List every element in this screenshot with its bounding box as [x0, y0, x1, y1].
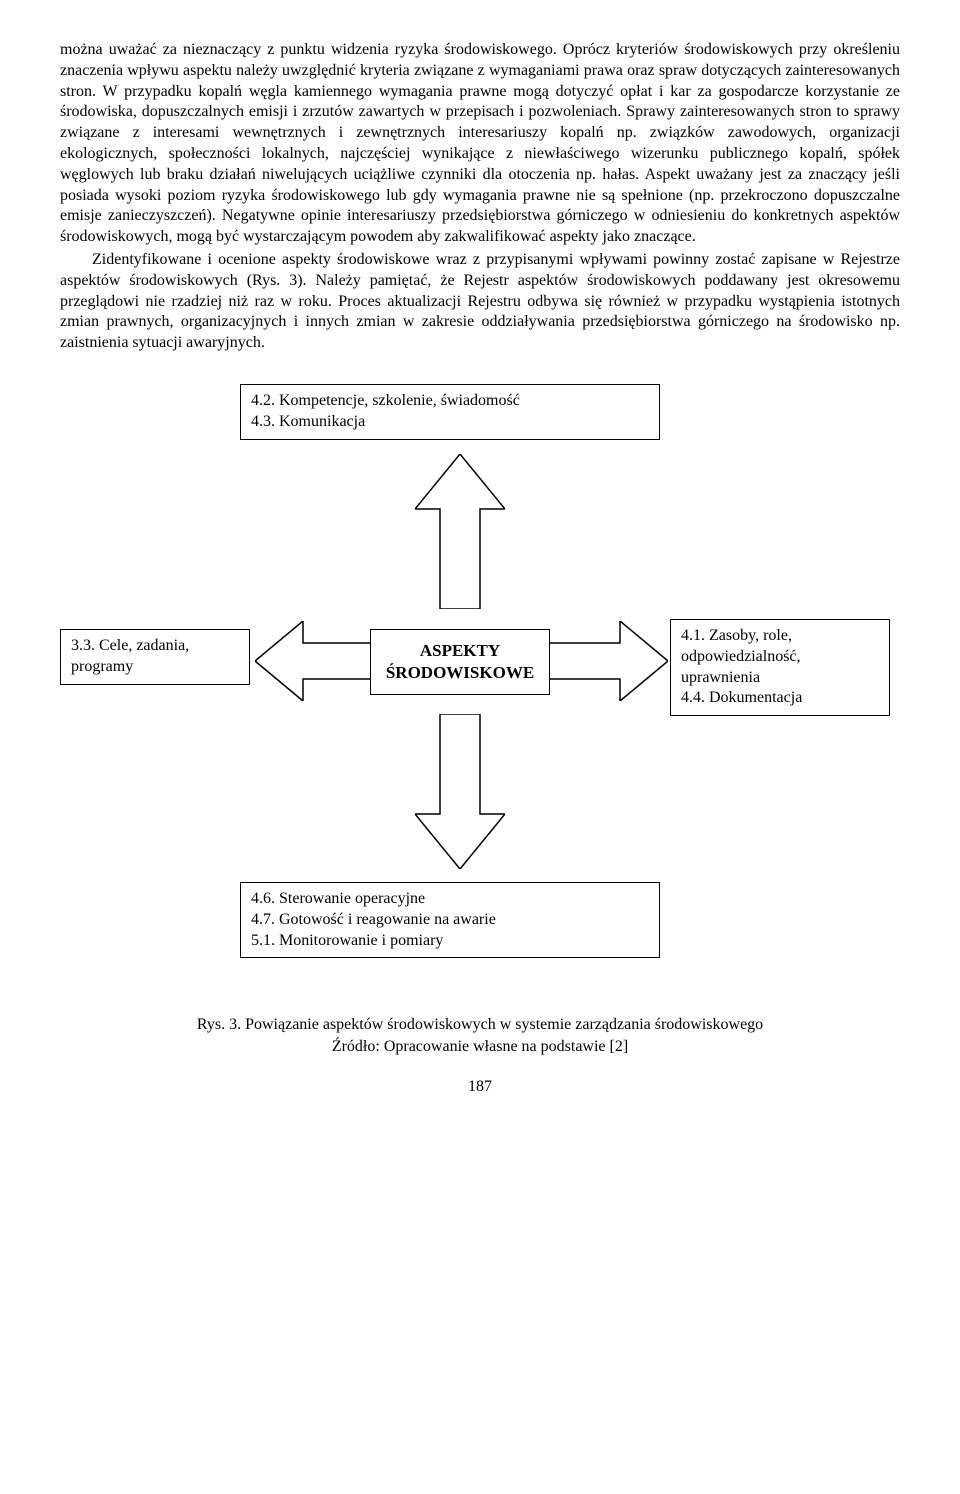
center-line2: ŚRODOWISKOWE: [379, 662, 541, 684]
bottom-box-line1: 4.6. Sterowanie operacyjne: [251, 889, 649, 910]
top-box-line2: 4.3. Komunikacja: [251, 412, 649, 433]
paragraph-1: można uważać za nieznaczący z punktu wid…: [60, 40, 900, 248]
top-box-line1: 4.2. Kompetencje, szkolenie, świadomość: [251, 391, 649, 412]
bottom-box-line2: 4.7. Gotowość i reagowanie na awarie: [251, 910, 649, 931]
paragraph-2: Zidentyfikowane i ocenione aspekty środo…: [60, 250, 900, 354]
right-box-line1: 4.1. Zasoby, role,: [681, 626, 879, 647]
bottom-box: 4.6. Sterowanie operacyjne 4.7. Gotowość…: [240, 882, 660, 958]
caption-line2: Źródło: Opracowanie własne na podstawie …: [60, 1036, 900, 1058]
right-box: 4.1. Zasoby, role, odpowiedzialność, upr…: [670, 619, 890, 716]
arrow-right-icon: [538, 621, 668, 701]
left-box-line1: 3.3. Cele, zadania,: [71, 636, 239, 657]
left-box-line2: programy: [71, 657, 239, 678]
figure-caption: Rys. 3. Powiązanie aspektów środowiskowy…: [60, 1014, 900, 1057]
arrow-left-icon: [255, 621, 385, 701]
top-box: 4.2. Kompetencje, szkolenie, świadomość …: [240, 384, 660, 440]
caption-line1: Rys. 3. Powiązanie aspektów środowiskowy…: [60, 1014, 900, 1036]
left-box: 3.3. Cele, zadania, programy: [60, 629, 250, 685]
center-box: ASPEKTY ŚRODOWISKOWE: [370, 629, 550, 695]
diagram: 4.2. Kompetencje, szkolenie, świadomość …: [60, 384, 900, 1004]
bottom-box-line3: 5.1. Monitorowanie i pomiary: [251, 931, 649, 952]
right-box-line2: odpowiedzialność,: [681, 647, 879, 668]
page-number: 187: [60, 1077, 900, 1098]
right-box-line3: uprawnienia: [681, 668, 879, 689]
center-line1: ASPEKTY: [379, 640, 541, 662]
arrow-down-icon: [415, 714, 505, 869]
arrow-up-icon: [415, 454, 505, 609]
right-box-line4: 4.4. Dokumentacja: [681, 688, 879, 709]
